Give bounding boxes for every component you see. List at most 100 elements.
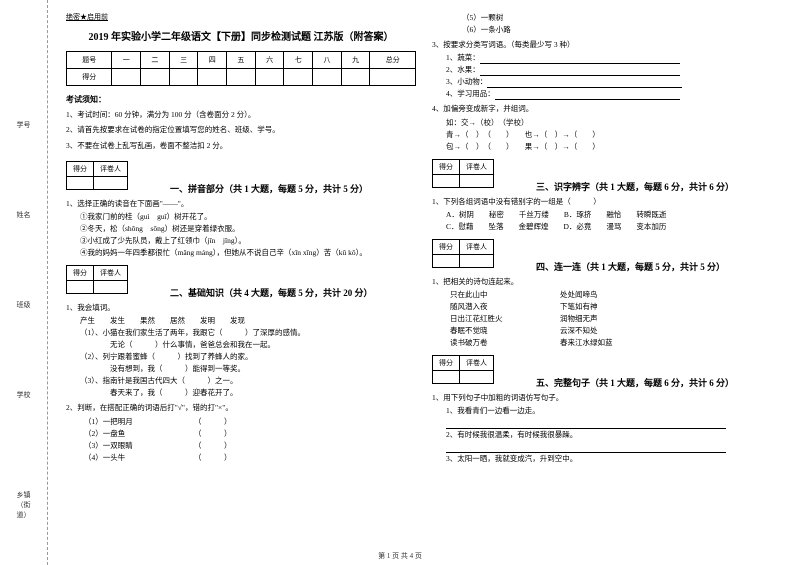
margin-label: 班级 [17,300,31,310]
grader-cell[interactable] [433,371,460,384]
grader-label: 得分 [67,266,94,281]
grader-cell[interactable] [67,176,94,189]
sentence-line: 3、太阳一晒，我就变成汽，升到空中。 [446,453,782,465]
grader-box: 得分评卷人 [432,239,494,268]
sub-question: ①我家门前的桂（guì guǐ）树开花了。 [80,211,416,223]
question: 1、下列各组词语中没有错别字的一组是（ ） [432,196,782,207]
word-bank: 产生 发生 果然 居然 发明 发现 [80,315,416,327]
grader-cell[interactable] [460,254,494,267]
sub-question: （2）、列宁跟着蜜蜂（ ）找到了养蜂人的家。 [80,351,416,363]
content-area: 绝密★启用前 2019 年实验小学二年级语文【下册】同步检测试题 江苏版（附答案… [48,0,800,565]
category-line: 4、学习用品： [446,88,782,100]
sentence-line: 2、有时候我很温柔，有时候我很暴躁。 [446,429,782,441]
question: 1、把相关的诗句连起来。 [432,276,782,287]
page-footer: 第 1 页 共 4 页 [378,551,422,561]
grader-cell[interactable] [94,176,128,189]
binding-margin: 乡镇（街道） 学校 班级 姓名 学号 [0,0,48,565]
score-row-label: 得分 [67,69,112,86]
sub-question: ④我的妈妈一年四季都很忙（mǎng máng），但她从不说自己辛（xīn xīn… [80,247,416,259]
section-3-title: 三、识字辨字（共 1 大题，每题 6 分，共计 6 分） [536,180,734,193]
grader-cell[interactable] [460,371,494,384]
score-header: 六 [255,52,284,69]
right-column: （5）一颗树 （6）一条小路 3、按要求分类写词语。（每类最少写 3 种） 1、… [424,12,790,561]
example-line: 如：交→（校） （学校） [446,117,782,129]
fill-row: 青→（ ） （ ） 也→（ ）→（ ） [446,129,782,141]
section-5-title: 五、完整句子（共 1 大题，每题 6 分，共计 6 分） [536,376,734,389]
score-cell[interactable] [341,69,370,86]
match-row: 读书破万卷春来江水绿如蓝 [432,337,782,349]
score-cell[interactable] [255,69,284,86]
grader-cell[interactable] [67,281,94,294]
grader-label: 得分 [433,159,460,174]
grader-cell[interactable] [460,174,494,187]
sub-question: （1）、小猫在我们家生活了两年，我跟它（ ）了深厚的感情。 [80,327,416,339]
score-header: 一 [112,52,141,69]
notice-heading: 考试须知： [66,94,416,105]
margin-label: 学校 [17,390,31,400]
sentence-line: 1、我看青们一边看一边走。 [446,405,782,417]
match-row: 日出江花红胜火润物细无声 [432,313,782,325]
judge-row: （3）一双眼睛（ ） [66,440,416,452]
margin-label: 姓名 [17,210,31,220]
sub-question: 没有想到，我（ ）能得到一等奖。 [80,363,416,375]
grader-cell[interactable] [433,174,460,187]
judge-row: （1）一把明月（ ） [66,416,416,428]
grader-label: 评卷人 [460,159,494,174]
grader-label: 评卷人 [94,161,128,176]
score-cell[interactable] [112,69,141,86]
grader-box: 得分评卷人 [432,355,494,384]
margin-label: 学号 [17,120,31,130]
score-cell[interactable] [313,69,342,86]
grader-cell[interactable] [433,254,460,267]
sub-question: 无论（ ）什么事情，爸爸总会和我在一起。 [80,339,416,351]
sub-question: 春天来了，我（ ）迎春花开了。 [80,387,416,399]
question: 4、加偏旁变成新字，并组词。 [432,103,782,114]
confidential-tag: 绝密★启用前 [66,12,416,22]
question: 1、选择正确的读音在下面画"——"。 [66,198,416,209]
category-line: 3、小动物： [446,76,782,88]
question: 1、用下列句子中加粗的词语仿写句子。 [432,392,782,403]
section-4-title: 四、连一连（共 1 大题，每题 5 分，共计 5 分） [536,260,725,273]
score-header: 五 [227,52,256,69]
judge-row: （4）一头牛（ ） [66,452,416,464]
score-header: 题号 [67,52,112,69]
match-row: 随风潜入夜下笔如有神 [432,301,782,313]
notice-line: 1、考试时间：60 分钟，满分为 100 分（含卷面分 2 分）。 [66,109,416,120]
score-cell[interactable] [169,69,198,86]
exam-title: 2019 年实验小学二年级语文【下册】同步检测试题 江苏版（附答案） [66,28,416,43]
score-header: 二 [141,52,170,69]
grader-label: 评卷人 [94,266,128,281]
match-row: 春眠不觉晓云深不知处 [432,325,782,337]
grader-box: 得分评卷人 [66,161,128,190]
question: 2、判断，在搭配正确的词语后打"√"，错的打"×"。 [66,402,416,413]
grader-label: 得分 [433,239,460,254]
section-1-title: 一、拼音部分（共 1 大题，每题 5 分，共计 5 分） [170,182,368,195]
fill-row: 包→（ ） （ ） 果→（ ）→（ ） [446,141,782,153]
score-cell[interactable] [198,69,227,86]
score-cell[interactable] [141,69,170,86]
option-line: C．慰藉 坠落 金碧辉煌 D．必竟 漫骂 变本加历 [446,221,782,233]
score-header: 三 [169,52,198,69]
question: 3、按要求分类写词语。（每类最少写 3 种） [432,39,782,50]
score-cell[interactable] [370,69,416,86]
category-line: 2、水果： [446,64,782,76]
answer-blank[interactable] [446,441,782,453]
grader-cell[interactable] [94,281,128,294]
score-cell[interactable] [227,69,256,86]
section-2-title: 二、基础知识（共 4 大题，每题 5 分，共计 20 分） [170,286,373,299]
grader-label: 评卷人 [460,239,494,254]
answer-blank[interactable] [446,417,782,429]
option-line: A．树阴 秘密 千丝万缕 B．琢挤 融恰 转瞬既逝 [446,209,782,221]
grader-label: 评卷人 [460,356,494,371]
notice-line: 3、不要在试卷上乱写乱画，卷面不整洁扣 2 分。 [66,140,416,151]
match-row: 只在此山中处处闻啼鸟 [432,289,782,301]
score-header: 八 [313,52,342,69]
score-cell[interactable] [284,69,313,86]
grader-label: 得分 [433,356,460,371]
category-line: 1、蔬菜： [446,52,782,64]
judge-row: （2）一盘鱼（ ） [66,428,416,440]
sub-question: （3）、指南针是我国古代四大（ ）之一。 [80,375,416,387]
score-header: 四 [198,52,227,69]
notice-line: 2、请首先按要求在试卷的指定位置填写您的姓名、班级、学号。 [66,124,416,135]
score-table: 题号 一 二 三 四 五 六 七 八 九 总分 得分 [66,51,416,86]
